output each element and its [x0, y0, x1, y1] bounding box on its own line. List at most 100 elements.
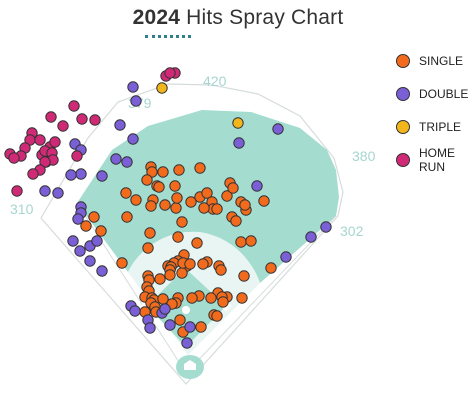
- double-point[interactable]: [233, 137, 245, 149]
- single-point[interactable]: [176, 216, 188, 228]
- single-point[interactable]: [157, 293, 169, 305]
- legend-item-home-run[interactable]: HOME RUN: [396, 146, 476, 174]
- legend-item-triple[interactable]: TRIPLE: [396, 116, 476, 138]
- double-point[interactable]: [129, 305, 141, 317]
- single-point[interactable]: [159, 199, 171, 211]
- single-point[interactable]: [258, 195, 270, 207]
- double-point[interactable]: [159, 303, 171, 315]
- single-point[interactable]: [169, 180, 181, 192]
- single-point[interactable]: [154, 273, 166, 285]
- double-point[interactable]: [65, 169, 77, 181]
- single-point[interactable]: [221, 190, 233, 202]
- home-run-point[interactable]: [8, 152, 20, 164]
- single-point[interactable]: [145, 200, 157, 212]
- double-point[interactable]: [114, 119, 126, 131]
- single-point[interactable]: [265, 262, 277, 274]
- single-point[interactable]: [171, 192, 183, 204]
- double-point[interactable]: [52, 187, 64, 199]
- double-point[interactable]: [39, 185, 51, 197]
- single-point[interactable]: [236, 292, 248, 304]
- single-point[interactable]: [211, 310, 223, 322]
- triple-point[interactable]: [156, 82, 168, 94]
- home-run-point[interactable]: [89, 114, 101, 126]
- home-run-point[interactable]: [57, 120, 69, 132]
- single-point[interactable]: [205, 292, 217, 304]
- single-point[interactable]: [227, 182, 239, 194]
- single-point[interactable]: [185, 196, 197, 208]
- double-point[interactable]: [84, 255, 96, 267]
- single-point[interactable]: [201, 187, 213, 199]
- double-point[interactable]: [305, 231, 317, 243]
- single-point[interactable]: [164, 269, 176, 281]
- double-point[interactable]: [110, 153, 122, 165]
- double-point[interactable]: [127, 81, 139, 93]
- home-run-point[interactable]: [68, 100, 80, 112]
- single-point[interactable]: [146, 166, 158, 178]
- single-point[interactable]: [239, 199, 251, 211]
- double-point[interactable]: [251, 180, 263, 192]
- single-point[interactable]: [191, 237, 203, 249]
- single-point[interactable]: [176, 267, 188, 279]
- single-point[interactable]: [195, 321, 207, 333]
- single-point[interactable]: [235, 236, 247, 248]
- single-point[interactable]: [173, 164, 185, 176]
- home-run-point[interactable]: [45, 111, 57, 123]
- double-point[interactable]: [144, 322, 156, 334]
- single-point[interactable]: [120, 187, 132, 199]
- double-point[interactable]: [96, 265, 108, 277]
- double-point[interactable]: [121, 156, 133, 168]
- single-point[interactable]: [144, 227, 156, 239]
- single-point[interactable]: [186, 292, 198, 304]
- single-point[interactable]: [217, 296, 229, 308]
- double-point[interactable]: [184, 321, 196, 333]
- single-point[interactable]: [230, 215, 242, 227]
- double-point[interactable]: [320, 221, 332, 233]
- single-point[interactable]: [198, 202, 210, 214]
- double-point[interactable]: [74, 245, 86, 257]
- single-point[interactable]: [80, 220, 92, 232]
- double-point[interactable]: [164, 319, 176, 331]
- single-point[interactable]: [194, 162, 206, 174]
- single-point[interactable]: [211, 203, 223, 215]
- home-run-point[interactable]: [49, 136, 61, 148]
- triple-point[interactable]: [232, 117, 244, 129]
- home-run-point[interactable]: [71, 150, 83, 162]
- double-point[interactable]: [130, 95, 142, 107]
- single-point[interactable]: [170, 202, 182, 214]
- home-run-point[interactable]: [11, 185, 23, 197]
- single-point[interactable]: [157, 166, 169, 178]
- single-point[interactable]: [121, 211, 133, 223]
- double-point[interactable]: [75, 168, 87, 180]
- double-point[interactable]: [67, 235, 79, 247]
- single-point[interactable]: [116, 257, 128, 269]
- single-point[interactable]: [141, 174, 153, 186]
- home-run-point[interactable]: [27, 168, 39, 180]
- double-point[interactable]: [127, 133, 139, 145]
- single-point[interactable]: [95, 225, 107, 237]
- single-point[interactable]: [245, 235, 257, 247]
- double-point[interactable]: [91, 235, 103, 247]
- single-point[interactable]: [130, 194, 142, 206]
- double-point[interactable]: [72, 213, 84, 225]
- home-run-point[interactable]: [164, 67, 176, 79]
- legend-item-single[interactable]: SINGLE: [396, 50, 476, 72]
- single-point[interactable]: [238, 270, 250, 282]
- single-point[interactable]: [184, 258, 196, 270]
- double-point[interactable]: [181, 337, 193, 349]
- home-run-point[interactable]: [76, 113, 88, 125]
- double-point[interactable]: [96, 170, 108, 182]
- triple-swatch: [396, 120, 410, 134]
- single-point[interactable]: [197, 258, 209, 270]
- single-point[interactable]: [142, 242, 154, 254]
- single-point[interactable]: [88, 211, 100, 223]
- home-run-point[interactable]: [39, 156, 51, 168]
- legend-item-double[interactable]: DOUBLE: [396, 83, 476, 105]
- double-point[interactable]: [280, 251, 292, 263]
- single-point[interactable]: [153, 181, 165, 193]
- single-point[interactable]: [172, 231, 184, 243]
- single-point[interactable]: [174, 314, 186, 326]
- double-point[interactable]: [272, 123, 284, 135]
- home-run-point[interactable]: [34, 134, 46, 146]
- single-point[interactable]: [215, 264, 227, 276]
